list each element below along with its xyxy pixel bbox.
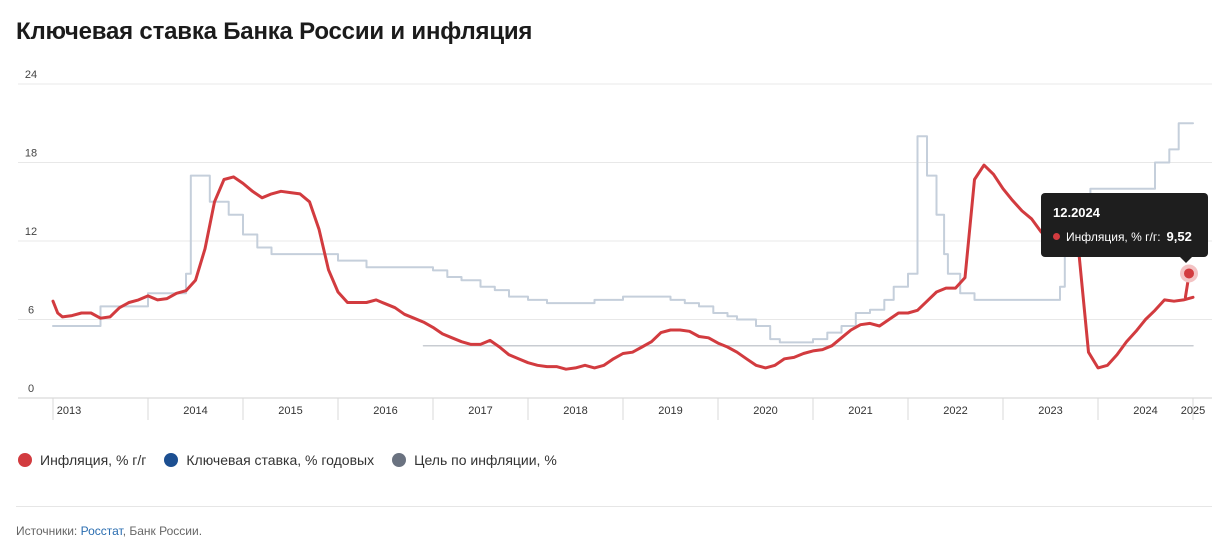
y-tick-label: 24 xyxy=(25,70,37,81)
x-tick-label: 2016 xyxy=(373,405,397,417)
series-lines xyxy=(51,122,1195,371)
tooltip-label: Инфляция, % г/г: xyxy=(1066,229,1161,244)
x-tick-label: 2017 xyxy=(468,405,492,417)
legend-item-target[interactable]: Цель по инфляции, % xyxy=(392,452,557,468)
sources-suffix: , Банк России. xyxy=(122,524,203,538)
legend-label: Инфляция, % г/г xyxy=(40,452,147,468)
tooltip-dot-icon xyxy=(1053,233,1060,240)
series-inflation-line xyxy=(51,163,1195,371)
tooltip: 12.2024 Инфляция, % г/г: 9,52 xyxy=(1041,193,1208,257)
x-tick-label: 2013 xyxy=(57,405,81,417)
legend-dot-icon xyxy=(18,453,32,467)
legend-dot-icon xyxy=(164,453,179,467)
y-tick-label: 0 xyxy=(28,383,34,395)
x-tick-label: 2015 xyxy=(278,405,302,417)
gridlines xyxy=(18,83,1212,399)
axes: 0 6 12 18 24 2013 2014 2015 2016 2017 2018 2019 2020… xyxy=(25,70,1205,420)
x-tick-label: 2018 xyxy=(563,405,587,417)
legend-label: Ключевая ставка, % годовых xyxy=(186,452,375,468)
legend: Инфляция, % г/г Ключевая ставка, % годов… xyxy=(18,452,557,468)
highlight-marks xyxy=(1180,264,1198,283)
chart-title: Ключевая ставка Банка России и инфляция xyxy=(16,18,533,45)
y-tick-label: 12 xyxy=(25,226,37,238)
divider xyxy=(16,506,1212,507)
tooltip-arrow xyxy=(1180,257,1192,263)
sources: Источники: Росстат, Банк России. xyxy=(16,524,202,538)
x-tick-label: 2014 xyxy=(183,405,207,417)
legend-label: Цель по инфляции, % xyxy=(414,452,557,468)
x-tick-label: 2025 xyxy=(1181,405,1205,417)
tooltip-row: Инфляция, % г/г: 9,52 xyxy=(1053,229,1192,244)
highlight-point xyxy=(1184,268,1194,279)
x-tick-label: 2024 xyxy=(1133,405,1157,417)
sources-prefix: Источники: xyxy=(16,524,81,538)
sources-link-rosstat[interactable]: Росстат xyxy=(80,524,123,538)
series-key-rate-line xyxy=(52,122,1194,344)
tooltip-date: 12.2024 xyxy=(1053,205,1100,220)
legend-dot-icon xyxy=(392,453,407,467)
y-tick-label: 6 xyxy=(28,305,34,317)
x-tick-label: 2019 xyxy=(658,405,682,417)
tooltip-value: 9,52 xyxy=(1166,229,1192,244)
x-tick-label: 2023 xyxy=(1038,405,1062,417)
x-tick-label: 2021 xyxy=(848,405,872,417)
legend-item-key-rate[interactable]: Ключевая ставка, % годовых xyxy=(164,452,374,468)
chart-plot: 0 6 12 18 24 2013 2014 2015 2016 2017 2018 2019 2020… xyxy=(18,70,1212,420)
x-tick-label: 2022 xyxy=(943,405,967,417)
x-tick-label: 2020 xyxy=(753,405,777,417)
legend-item-inflation[interactable]: Инфляция, % г/г xyxy=(18,452,146,468)
y-tick-label: 18 xyxy=(25,148,37,160)
